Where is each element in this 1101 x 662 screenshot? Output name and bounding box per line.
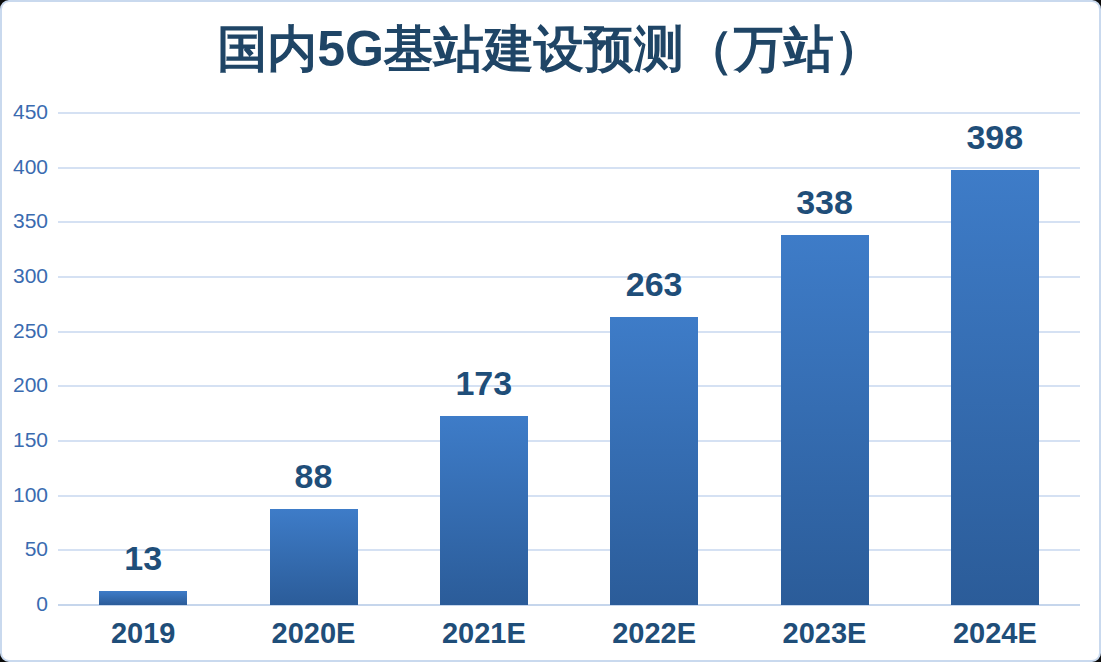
ytick-label: 250 [2, 319, 48, 343]
bar-value-label: 263 [569, 265, 739, 304]
bar [781, 235, 869, 605]
bar-value-label: 173 [399, 364, 569, 403]
ytick-label: 300 [2, 264, 48, 288]
gridline [58, 221, 1080, 223]
category-label: 2024E [910, 617, 1080, 650]
x-axis-line [58, 604, 1080, 606]
category-label: 2019 [58, 617, 228, 650]
bar-value-label: 88 [228, 457, 398, 496]
chart-frame: 国内5G基站建设预测（万站） 0 50 100 150 200 250 300 350 400 4… [0, 0, 1101, 662]
bar-value-label: 398 [910, 118, 1080, 157]
gridline [58, 331, 1080, 333]
bar-value-label: 338 [739, 183, 909, 222]
category-label: 2021E [399, 617, 569, 650]
ytick-label: 400 [2, 155, 48, 179]
ytick-label: 50 [2, 537, 48, 561]
ytick-label: 150 [2, 428, 48, 452]
gridline [58, 385, 1080, 387]
bar [610, 317, 698, 605]
ytick-label: 350 [2, 209, 48, 233]
ytick-label: 450 [2, 100, 48, 124]
bar [270, 509, 358, 605]
bar [99, 591, 187, 605]
bar [440, 416, 528, 605]
chart-title: 国内5G基站建设预测（万站） [2, 16, 1099, 83]
category-label: 2020E [228, 617, 398, 650]
bar [951, 170, 1039, 605]
gridline [58, 167, 1080, 169]
ytick-label: 100 [2, 483, 48, 507]
category-label: 2022E [569, 617, 739, 650]
gridline [58, 440, 1080, 442]
bar-value-label: 13 [58, 539, 228, 578]
gridline [58, 495, 1080, 497]
ytick-label: 0 [2, 592, 48, 616]
ytick-label: 200 [2, 373, 48, 397]
category-label: 2023E [739, 617, 909, 650]
gridline [58, 112, 1080, 114]
